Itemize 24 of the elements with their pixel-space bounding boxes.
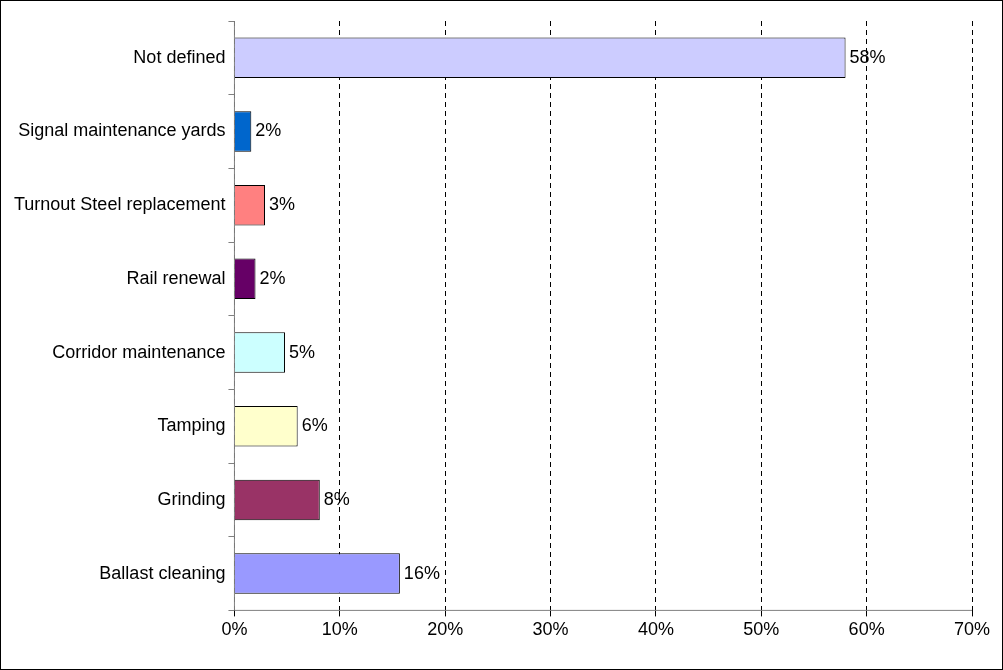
y-tick-label: Not defined: [133, 46, 226, 67]
data-label: 3%: [269, 194, 296, 215]
data-label: 5%: [289, 341, 316, 362]
y-tick-label: Signal maintenance yards: [18, 120, 226, 141]
x-tick-label: 40%: [637, 619, 674, 640]
y-tick-label: Turnout Steel replacement: [13, 194, 226, 215]
x-tick-label: 70%: [953, 619, 991, 640]
x-tick-label: 10%: [321, 619, 358, 640]
data-label: 6%: [301, 415, 328, 436]
y-tick-label: Grinding: [157, 488, 226, 509]
y-tick-label: Corridor maintenance: [52, 341, 226, 362]
data-label: 16%: [403, 562, 440, 583]
data-label: 8%: [323, 488, 350, 509]
y-tick-label: Ballast cleaning: [99, 562, 226, 583]
x-tick-label: 60%: [848, 619, 885, 640]
y-tick-label: Tamping: [157, 415, 226, 436]
y-tick-label: Rail renewal: [126, 267, 226, 288]
x-tick-label: 50%: [743, 619, 780, 640]
data-label: 2%: [259, 267, 286, 288]
data-label: 2%: [255, 120, 282, 141]
x-tick-label: 30%: [532, 619, 569, 640]
data-label: 58%: [849, 46, 886, 67]
x-tick-label: 0%: [221, 619, 248, 640]
x-tick-label: 20%: [427, 619, 464, 640]
